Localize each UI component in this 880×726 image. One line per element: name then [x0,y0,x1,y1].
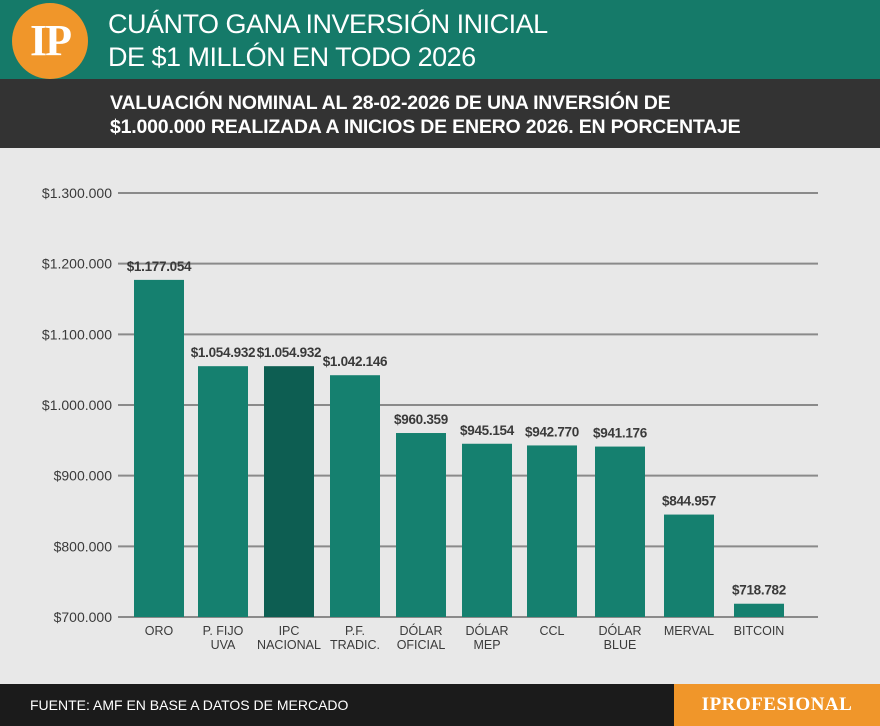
bar [462,443,512,617]
category-label: P.F. [345,624,365,638]
iprofesional-logo: IP [12,3,88,79]
y-tick-label: $900.000 [54,468,113,484]
y-tick-label: $800.000 [54,538,113,554]
chart-title: CUÁNTO GANA INVERSIÓN INICIAL DE $1 MILL… [108,8,548,74]
category-label: IPC [279,624,300,638]
bar-value-label: $941.176 [593,426,648,441]
y-tick-label: $1.200.000 [42,256,112,272]
brand-label: IPROFESIONAL [674,684,880,726]
category-label: UVA [211,638,236,652]
y-tick-label: $1.300.000 [42,185,112,201]
category-label: MERVAL [664,624,714,638]
chart-subtitle: VALUACIÓN NOMINAL AL 28-02-2026 DE UNA I… [110,91,741,139]
bar-value-label: $1.177.054 [127,259,192,274]
category-label: TRADIC. [330,638,380,652]
source-note: FUENTE: AMF EN BASE A DATOS DE MERCADO [30,697,349,713]
category-label: NACIONAL [257,638,321,652]
bar [664,514,714,617]
y-tick-label: $1.100.000 [42,326,112,342]
chart-area: $700.000 $800.000 $900.000 $1.000.000 $1.100… [0,148,880,684]
bar-value-label: $945.154 [460,423,515,438]
title-line-2: DE $1 MILLÓN EN TODO 2026 [108,42,476,72]
bar-value-label: $844.957 [662,494,716,509]
bar [527,445,577,617]
subtitle-line-1: VALUACIÓN NOMINAL AL 28-02-2026 DE UNA I… [110,92,671,114]
category-label: DÓLAR [399,623,442,638]
category-label: ORO [145,624,174,638]
category-label: CCL [539,624,564,638]
category-label: DÓLAR [598,623,641,638]
bar-value-label: $1.054.932 [191,345,256,360]
bar-value-label: $1.042.146 [323,354,388,369]
bar-value-label: $942.770 [525,424,579,439]
bar-value-label: $1.054.932 [257,345,322,360]
bar [734,603,784,617]
bar [198,366,248,617]
category-label: OFICIAL [397,638,446,652]
title-line-1: CUÁNTO GANA INVERSIÓN INICIAL [108,9,548,39]
category-label: BLUE [604,638,637,652]
category-label: P. FIJO [203,624,244,638]
category-label: BITCOIN [734,624,785,638]
bar [595,446,645,617]
y-tick-label: $700.000 [54,609,113,625]
bar [396,433,446,617]
y-tick-label: $1.000.000 [42,397,112,413]
category-label: DÓLAR [465,623,508,638]
bar [264,366,314,617]
subtitle-line-2: $1.000.000 REALIZADA A INICIOS DE ENERO … [110,116,741,138]
bar-value-label: $960.359 [394,412,448,427]
bar [134,279,184,617]
bar-chart: $700.000 $800.000 $900.000 $1.000.000 $1.100… [42,185,818,652]
subtitle-bar: VALUACIÓN NOMINAL AL 28-02-2026 DE UNA I… [0,79,880,148]
category-label: MEP [473,638,500,652]
header-bar: IP CUÁNTO GANA INVERSIÓN INICIAL DE $1 M… [0,0,880,79]
footer-bar: FUENTE: AMF EN BASE A DATOS DE MERCADO I… [0,684,880,726]
bar [330,375,380,617]
bar-value-label: $718.782 [732,583,786,598]
